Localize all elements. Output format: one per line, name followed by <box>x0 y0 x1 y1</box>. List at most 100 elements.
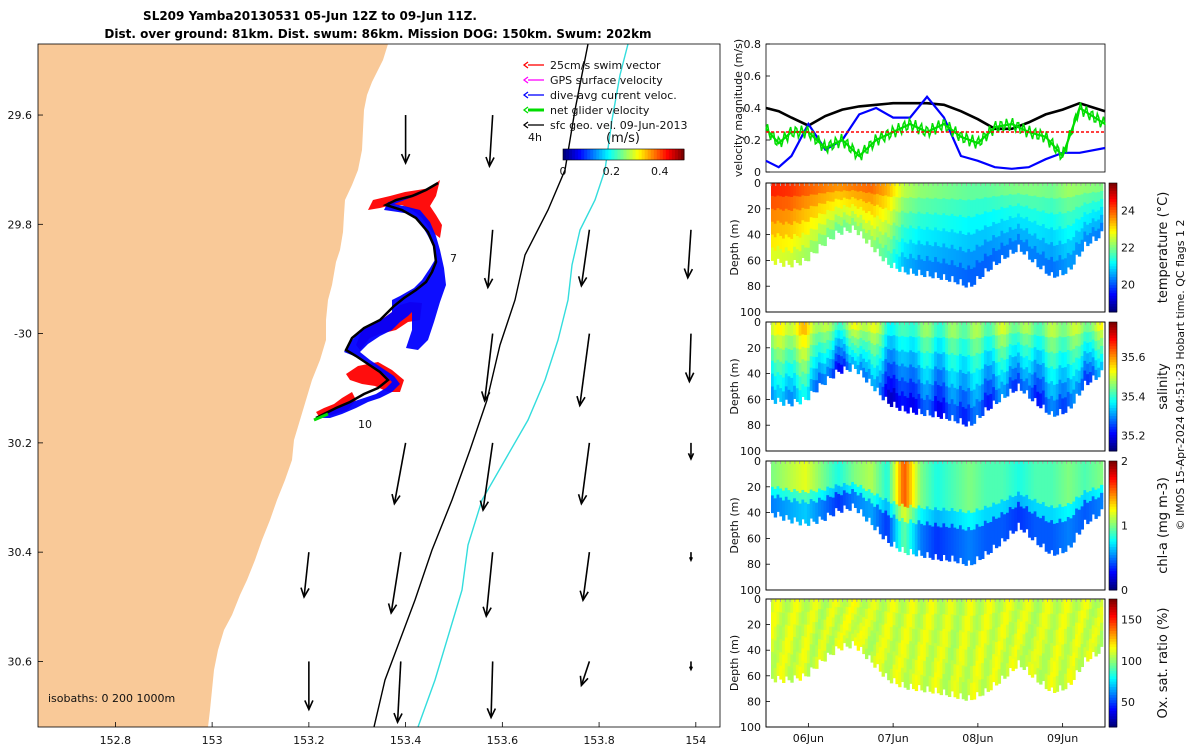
section-cell <box>975 368 979 385</box>
section-cell <box>972 389 977 407</box>
section-cell <box>981 631 985 648</box>
section-cell <box>1072 639 1076 654</box>
colorbar-tick-label: 0.4 <box>651 165 669 178</box>
section-cell <box>782 668 786 684</box>
section-cell <box>892 514 896 529</box>
glider-track: 7 10 <box>313 180 457 431</box>
section-cell <box>771 461 775 471</box>
section-cell <box>1030 461 1035 475</box>
section-cell <box>876 504 880 516</box>
section-cell <box>826 218 830 229</box>
section-colorbar-cell <box>1109 599 1117 603</box>
section-cell <box>970 615 974 634</box>
section-cell <box>801 509 805 520</box>
section-cell <box>1088 193 1093 204</box>
section-cell <box>876 642 880 654</box>
geo-vector-arrowhead <box>688 557 693 563</box>
section-cell <box>1044 536 1049 552</box>
section-colorbar-cell <box>1109 487 1117 492</box>
section-cell <box>956 355 960 373</box>
section-cell <box>1011 646 1015 660</box>
section-cell <box>818 362 822 374</box>
section-cell <box>801 371 805 385</box>
section-cell <box>967 265 971 283</box>
section-colorbar-cell <box>1109 191 1117 195</box>
section-cell <box>790 512 794 524</box>
section-cell <box>912 538 916 555</box>
section-cell <box>1047 461 1051 477</box>
section-cell <box>1077 231 1082 245</box>
section-cell <box>1017 203 1021 215</box>
section-cell <box>837 224 841 233</box>
section-cell <box>923 599 927 615</box>
section-cell <box>1030 513 1035 528</box>
section-cell <box>867 322 872 332</box>
section-cell <box>1028 661 1032 676</box>
section-colorbar-cell <box>1109 201 1117 205</box>
section-cell <box>1069 489 1073 505</box>
section-colorbar-cell <box>1109 628 1117 632</box>
section-cell <box>845 638 849 647</box>
geo-vector-arrowhead <box>576 395 586 408</box>
section-cell <box>950 508 955 525</box>
section-cell <box>1064 521 1068 537</box>
section-cell <box>931 461 935 478</box>
section-cell <box>959 214 963 232</box>
section-colorbar-cell <box>1109 416 1117 420</box>
section-cell <box>961 268 966 286</box>
section-cell <box>1072 515 1076 530</box>
section-cell <box>776 372 780 386</box>
section-cell <box>1077 195 1082 208</box>
section-cell <box>939 646 943 664</box>
section-cell <box>992 322 996 336</box>
section-cell <box>884 195 888 209</box>
section-cell <box>1050 395 1054 412</box>
section-cell <box>939 322 943 339</box>
section-cell <box>1025 472 1029 485</box>
section-cell <box>978 543 982 561</box>
section-cell <box>967 543 971 561</box>
section-cell <box>981 599 985 616</box>
section-cell <box>851 482 855 490</box>
section-cell <box>1028 360 1032 374</box>
section-cell <box>912 183 916 199</box>
section-cell <box>1003 461 1007 475</box>
section-cell <box>953 265 957 283</box>
section-cell <box>865 471 869 482</box>
section-cell <box>906 539 910 556</box>
section-cell <box>1025 194 1029 207</box>
section-colorbar-cell <box>1109 612 1117 616</box>
section-cell <box>917 641 921 657</box>
section-colorbar-cell <box>1109 298 1117 302</box>
section-cell <box>809 367 814 380</box>
section-cell <box>992 235 996 249</box>
section-cell <box>884 359 888 373</box>
section-cell <box>983 239 988 255</box>
section-colorbar-cell <box>1109 609 1117 613</box>
section-cell <box>903 672 908 688</box>
section-cell <box>914 461 919 478</box>
section-cell <box>771 360 775 375</box>
section-cell <box>1047 229 1051 245</box>
section-cell <box>928 384 932 401</box>
section-cell <box>903 351 908 367</box>
section-cell <box>779 361 783 376</box>
section-cell <box>939 494 943 512</box>
section-cell <box>826 503 830 513</box>
section-cell <box>1039 627 1043 643</box>
section-cell <box>795 209 800 224</box>
section-cell <box>1036 516 1040 532</box>
section-cell <box>983 475 988 492</box>
section-cell <box>1033 220 1037 234</box>
section-cell <box>989 322 993 337</box>
section-y-label: Depth (m) <box>728 497 741 553</box>
section-frame <box>765 460 1106 591</box>
section-cell <box>1083 212 1087 223</box>
section-cell <box>1088 372 1093 383</box>
geo-vector-arrowhead <box>688 666 693 672</box>
section-cell <box>947 631 952 649</box>
section-cell <box>790 224 794 240</box>
section-cell <box>801 359 805 373</box>
section-cell <box>1091 461 1096 471</box>
section-cell <box>1014 610 1018 623</box>
